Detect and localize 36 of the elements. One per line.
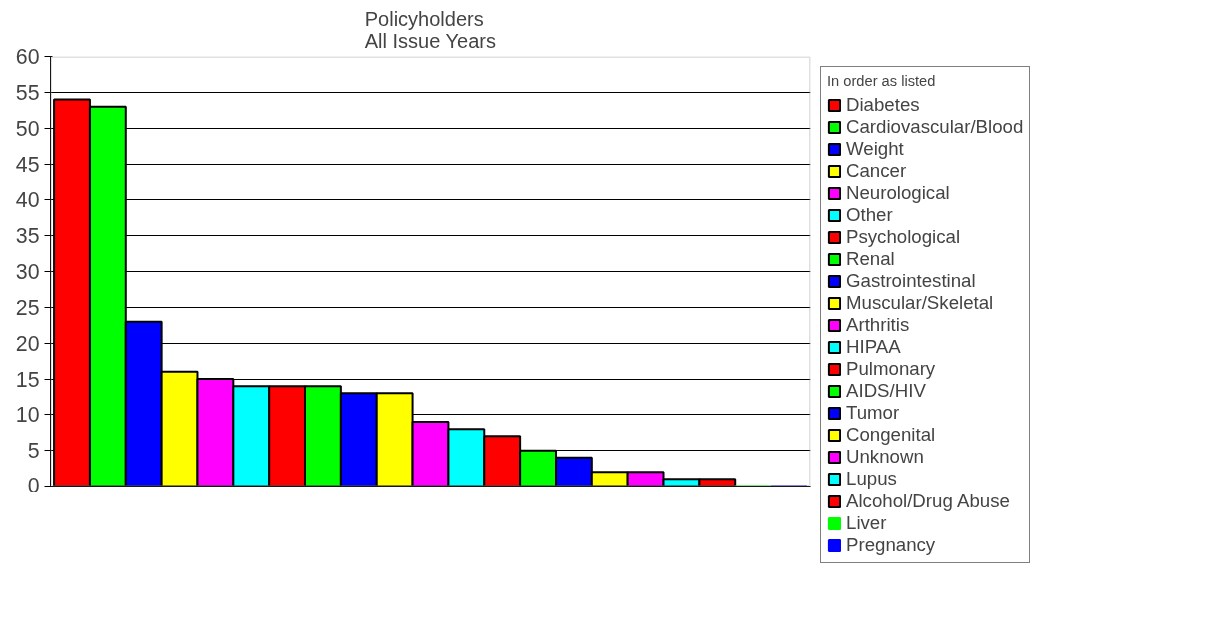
legend-label: Gastrointestinal bbox=[846, 270, 976, 292]
legend-label: Muscular/Skeletal bbox=[846, 292, 994, 314]
legend-label: Alcohol/Drug Abuse bbox=[846, 490, 1010, 512]
legend-title: In order as listed bbox=[827, 73, 937, 89]
legend-label: Congenital bbox=[846, 424, 936, 446]
legend-label: Lupus bbox=[846, 468, 897, 490]
legend-label: Tumor bbox=[846, 402, 900, 424]
legend-label: Other bbox=[846, 204, 893, 226]
y-tick-label: 45 bbox=[15, 152, 40, 177]
legend-label: Liver bbox=[846, 512, 887, 534]
legend-label: Arthritis bbox=[846, 314, 910, 336]
legend-label: Unknown bbox=[846, 446, 924, 468]
legend-label: AIDS/HIV bbox=[846, 380, 926, 402]
y-tick-label: 50 bbox=[15, 116, 40, 141]
y-tick-label: 60 bbox=[15, 45, 40, 69]
y-tick-label: 0 bbox=[27, 473, 40, 498]
y-tick-label: 10 bbox=[15, 403, 40, 428]
y-tick-label: 25 bbox=[15, 295, 40, 320]
legend-label: Cancer bbox=[846, 160, 907, 182]
y-tick-label: 5 bbox=[27, 439, 40, 464]
legend-label: Psychological bbox=[846, 226, 961, 248]
legend-label: Diabetes bbox=[846, 94, 920, 116]
legend-label: Pregnancy bbox=[846, 534, 936, 556]
y-tick-label: 35 bbox=[15, 224, 40, 249]
y-tick-label: 15 bbox=[15, 367, 40, 392]
legend-label: Neurological bbox=[846, 182, 950, 204]
legend-label: Pulmonary bbox=[846, 358, 936, 380]
chart-title: Policyholders All Issue Years bbox=[364, 7, 496, 52]
y-tick-label: 20 bbox=[15, 331, 40, 356]
y-tick-label: 55 bbox=[15, 80, 40, 105]
y-tick-label: 30 bbox=[15, 260, 40, 284]
legend-label: HIPAA bbox=[846, 336, 901, 358]
legend-label: Cardiovascular/Blood bbox=[846, 116, 1024, 138]
y-tick-label: 40 bbox=[15, 188, 40, 213]
legend-label: Renal bbox=[846, 248, 895, 270]
legend-label: Weight bbox=[846, 138, 904, 160]
